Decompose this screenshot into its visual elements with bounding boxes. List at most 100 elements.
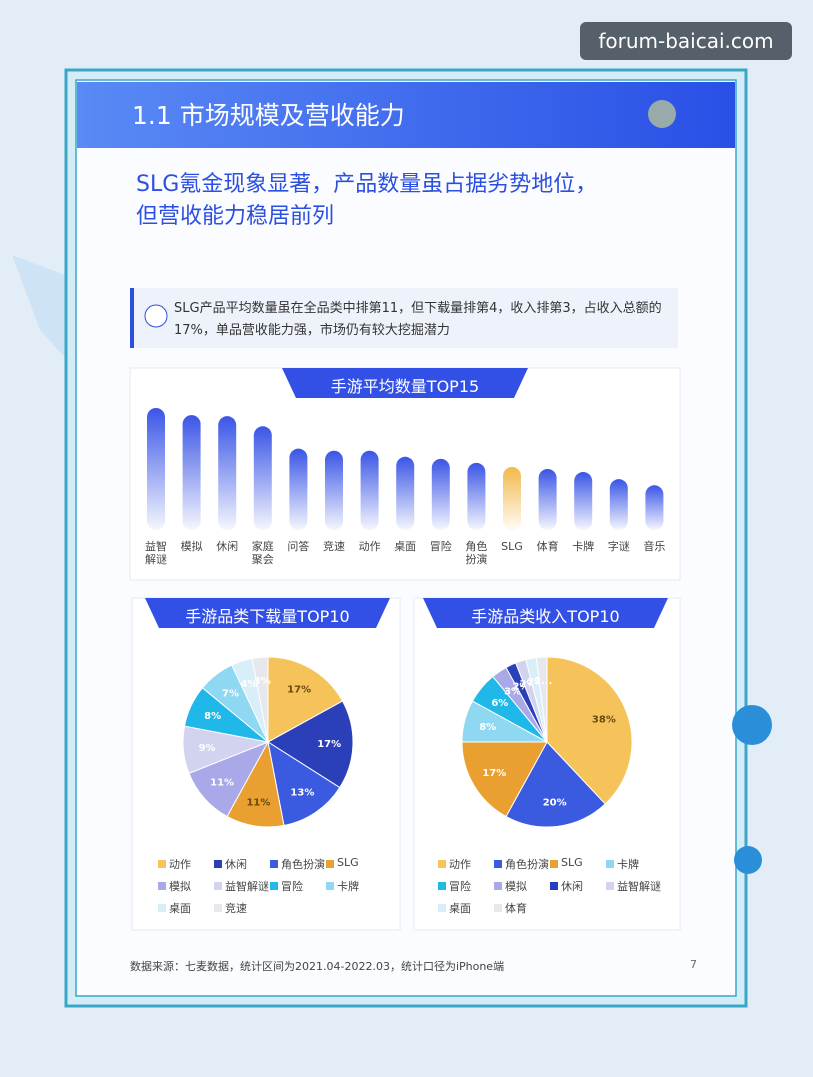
x-tick-label: 问答	[287, 540, 310, 553]
legend-swatch	[606, 882, 614, 890]
title-pill	[423, 598, 668, 628]
watermark: forum-baicai.com	[580, 22, 792, 60]
chart-title: 手游平均数量TOP15	[330, 377, 480, 396]
bar	[538, 469, 557, 530]
data-label: 38%	[592, 714, 616, 725]
x-tick-label: SLG	[501, 540, 523, 553]
bar	[360, 450, 379, 530]
pie-slice	[267, 740, 341, 827]
bar	[396, 456, 415, 530]
data-label: 17%	[482, 768, 506, 779]
chart-title: 手游品类收入TOP10	[471, 607, 620, 626]
footer-source: 数据来源：七麦数据，统计区间为2021.04-2022.03，统计口径为iPho…	[130, 960, 505, 973]
pie-slice	[461, 741, 548, 818]
x-tick-label: 家庭聚会	[251, 540, 274, 566]
legend-label: 模拟	[505, 880, 527, 893]
deco	[734, 846, 762, 874]
subtitle: 但营收能力稳居前列	[136, 204, 335, 229]
legend-swatch	[494, 860, 502, 868]
legend-swatch	[326, 860, 334, 868]
legend-swatch	[214, 882, 222, 890]
legend-label: 角色扮演	[505, 858, 549, 871]
bar	[609, 479, 628, 530]
title-pill	[282, 368, 528, 398]
x-tick-label: 音乐	[643, 540, 666, 553]
pie-slice	[267, 700, 354, 789]
callout: SLG产品平均数量虽在全品类中排第11，但下载量排第4，收入排第3，占收入总额的…	[174, 301, 662, 338]
bar	[253, 426, 272, 530]
callout-bar	[130, 288, 134, 348]
data-label: 8%	[204, 711, 221, 722]
mascot	[648, 100, 676, 128]
legend-label: 体育	[505, 902, 527, 915]
legend-swatch	[158, 904, 166, 912]
legend-swatch	[550, 860, 558, 868]
legend-swatch	[214, 904, 222, 912]
legend-label: 冒险	[281, 880, 303, 893]
legend-swatch	[270, 860, 278, 868]
bar	[218, 416, 237, 530]
chart-title: 手游品类下载量TOP10	[185, 607, 350, 626]
data-label: 3%	[254, 676, 271, 687]
pie-slice	[546, 656, 633, 805]
bar	[574, 472, 593, 530]
data-label: 20%	[543, 798, 567, 809]
legend-swatch	[494, 904, 502, 912]
header-title: 1.1 市场规模及营收能力	[132, 101, 405, 130]
legend-label: 冒险	[449, 880, 471, 893]
legend-label: 桌面	[169, 902, 191, 915]
legend-label: 卡牌	[337, 880, 359, 893]
bar	[645, 485, 664, 530]
data-label: 2%	[512, 682, 529, 693]
legend-swatch	[438, 882, 446, 890]
legend-label: 竞速	[225, 902, 247, 915]
legend-label: SLG	[561, 856, 583, 869]
bar	[431, 458, 450, 530]
legend-swatch	[606, 860, 614, 868]
data-label: 2%	[520, 679, 537, 690]
x-tick-label: 益智解谜	[145, 540, 167, 566]
legend-label: 动作	[169, 858, 191, 871]
legend-label: 动作	[449, 858, 471, 871]
legend-swatch	[494, 882, 502, 890]
x-tick-label: 角色扮演	[465, 540, 488, 566]
legend-label: SLG	[337, 856, 359, 869]
data-label: 17%	[317, 739, 341, 750]
pie-slice	[505, 741, 606, 828]
bar	[289, 448, 308, 530]
data-label: 8%	[479, 722, 496, 733]
bar	[467, 462, 486, 530]
x-tick-label: 桌面	[394, 540, 417, 553]
legend-label: 模拟	[169, 880, 191, 893]
page-number: 7	[690, 958, 697, 971]
subtitle: SLG氪金现象显著，产品数量虽占据劣势地位，	[136, 172, 598, 197]
legend-swatch	[158, 860, 166, 868]
data-label: 9%	[199, 743, 216, 754]
legend-swatch	[270, 882, 278, 890]
callout-box	[130, 288, 678, 348]
deco	[732, 705, 772, 745]
pie-slice	[535, 656, 548, 743]
data-label: 6%	[491, 698, 508, 709]
legend-label: 休闲	[225, 858, 247, 871]
title-pill	[145, 598, 390, 628]
x-tick-label: 体育	[536, 540, 559, 553]
pie-slice	[267, 656, 344, 743]
legend-swatch	[158, 882, 166, 890]
data-label: 11%	[246, 797, 270, 808]
callout-icon	[144, 304, 168, 328]
pie-slice	[251, 656, 269, 743]
legend-label: 益智解谜	[225, 880, 269, 893]
legend-label: 角色扮演	[281, 858, 325, 871]
legend-label: 卡牌	[617, 858, 639, 871]
deco	[12, 255, 78, 370]
data-label: 4%	[241, 679, 258, 690]
data-label: 2%	[527, 677, 544, 688]
legend-swatch	[326, 882, 334, 890]
header-band	[77, 82, 735, 148]
data-label: 17%	[287, 684, 311, 695]
legend-label: 休闲	[561, 880, 583, 893]
legend-swatch	[438, 904, 446, 912]
